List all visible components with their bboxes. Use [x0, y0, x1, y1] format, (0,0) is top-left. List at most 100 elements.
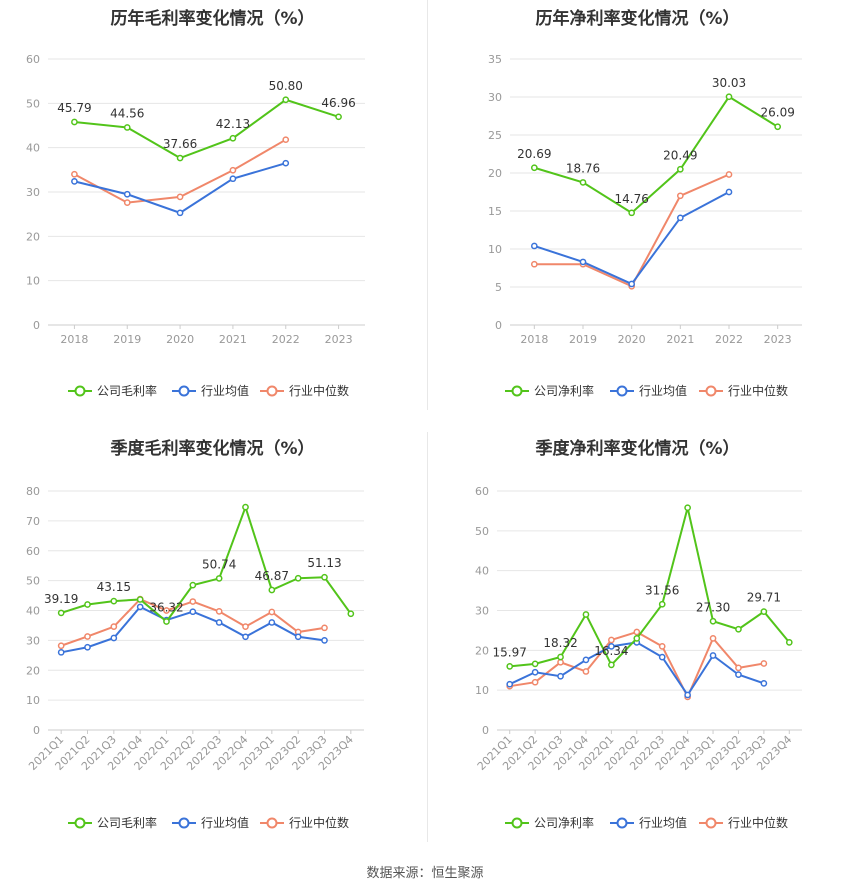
data-point: [229, 134, 237, 142]
data-point: [628, 280, 636, 288]
data-point: [633, 635, 641, 642]
data-point: [282, 136, 290, 144]
legend-swatch-marker: [616, 385, 628, 397]
data-point: [774, 123, 782, 131]
data-point: [530, 164, 538, 172]
legend-label: 公司毛利率: [97, 383, 157, 398]
data-point: [530, 260, 538, 268]
y-tick-label: 0: [33, 724, 40, 737]
legend-swatch-marker: [74, 817, 86, 829]
data-point: [215, 575, 223, 582]
y-tick-label: 80: [26, 485, 40, 498]
panel-divider: [427, 432, 428, 842]
y-tick-label: 30: [26, 634, 40, 647]
x-tick-label: 2023: [764, 333, 792, 346]
data-point: [676, 214, 684, 222]
data-point: [760, 660, 768, 667]
chart-svg: 0 10 20 30 40 50 60 2018 2019 2020 2021 2022 2023 45.…: [26, 53, 365, 398]
data-label: 26.09: [760, 106, 794, 120]
data-point: [176, 193, 184, 201]
y-tick-label: 30: [26, 186, 40, 199]
legend-swatch-marker: [74, 385, 86, 397]
data-point: [242, 633, 249, 641]
data-point: [57, 648, 65, 656]
x-tick-label: 2022: [715, 333, 743, 346]
y-tick-label: 0: [482, 724, 489, 737]
data-label: 51.13: [307, 556, 341, 570]
data-point: [658, 643, 666, 650]
y-tick-label: 20: [26, 230, 40, 243]
data-point: [294, 633, 302, 641]
data-point: [189, 581, 197, 589]
legend-swatch-marker: [705, 385, 717, 397]
y-tick-label: 5: [495, 281, 502, 294]
data-point: [123, 124, 131, 131]
y-tick-label: 20: [475, 644, 489, 657]
series-line: [74, 98, 339, 160]
data-label: 46.87: [255, 569, 289, 583]
data-label: 31.56: [645, 583, 679, 597]
data-label: 43.15: [97, 580, 131, 594]
data-label: 20.49: [663, 148, 697, 162]
x-tick-label: 2019: [113, 333, 141, 346]
data-point: [268, 619, 276, 626]
data-point: [684, 504, 691, 512]
data-label: 42.13: [216, 117, 250, 131]
data-label: 18.76: [566, 161, 600, 175]
data-label: 39.19: [44, 592, 78, 606]
data-label: 46.96: [321, 96, 355, 110]
legend-label: 行业均值: [639, 383, 687, 398]
x-tick-label: 2018: [60, 333, 88, 346]
panel-divider: [427, 0, 428, 410]
y-tick-label: 50: [475, 525, 489, 538]
data-point: [57, 609, 65, 617]
data-point: [579, 179, 587, 186]
chart-svg: 0 5 10 15 20 25 30 35 2018 2019 2020 2021 2022 2023 20…: [488, 53, 802, 398]
chart-svg: 01020304050602021Q12021Q22021Q32021Q4202…: [475, 485, 802, 830]
data-point: [242, 623, 249, 630]
legend-swatch-marker: [511, 385, 523, 397]
data-label: 29.71: [747, 591, 781, 605]
data-point: [725, 93, 733, 101]
x-tick-label: 2020: [618, 333, 646, 346]
y-tick-label: 10: [26, 694, 40, 707]
data-point: [84, 633, 91, 640]
y-tick-label: 10: [488, 243, 502, 256]
data-point: [709, 617, 717, 625]
data-point: [84, 601, 91, 608]
data-label: 27.30: [696, 600, 730, 614]
chart-title: 历年净利率变化情况（%）: [535, 9, 740, 29]
data-point: [506, 663, 514, 670]
data-point: [709, 635, 717, 642]
series-line: [509, 507, 791, 668]
data-point: [785, 639, 793, 646]
legend-swatch-marker: [266, 385, 278, 397]
data-point: [709, 652, 717, 659]
data-point: [123, 190, 131, 198]
data-point: [347, 610, 355, 618]
legend-swatch-marker: [266, 817, 278, 829]
data-point: [676, 165, 684, 173]
y-tick-label: 20: [488, 167, 502, 180]
y-tick-label: 0: [33, 319, 40, 332]
data-point: [735, 625, 742, 633]
data-point: [110, 634, 118, 642]
data-point: [579, 258, 587, 266]
data-point: [582, 611, 590, 618]
data-point: [215, 619, 223, 626]
data-point: [531, 660, 539, 668]
legend-label: 行业中位数: [289, 383, 349, 398]
data-point: [84, 643, 91, 651]
y-tick-label: 0: [495, 319, 502, 332]
data-point: [321, 637, 328, 644]
data-label: 45.79: [57, 101, 91, 115]
legend-label: 行业中位数: [728, 815, 788, 830]
y-tick-label: 30: [475, 605, 489, 618]
data-point: [582, 656, 590, 664]
chart-title: 历年毛利率变化情况（%）: [110, 9, 315, 29]
chart-panel-quarter-gross: 季度毛利率变化情况（%） 0 10 20 30 40 50 60 70 80 2021Q1 2021…: [0, 425, 425, 855]
series-line: [60, 504, 352, 623]
data-point: [506, 680, 514, 688]
data-point: [608, 661, 615, 669]
data-point: [189, 608, 197, 616]
